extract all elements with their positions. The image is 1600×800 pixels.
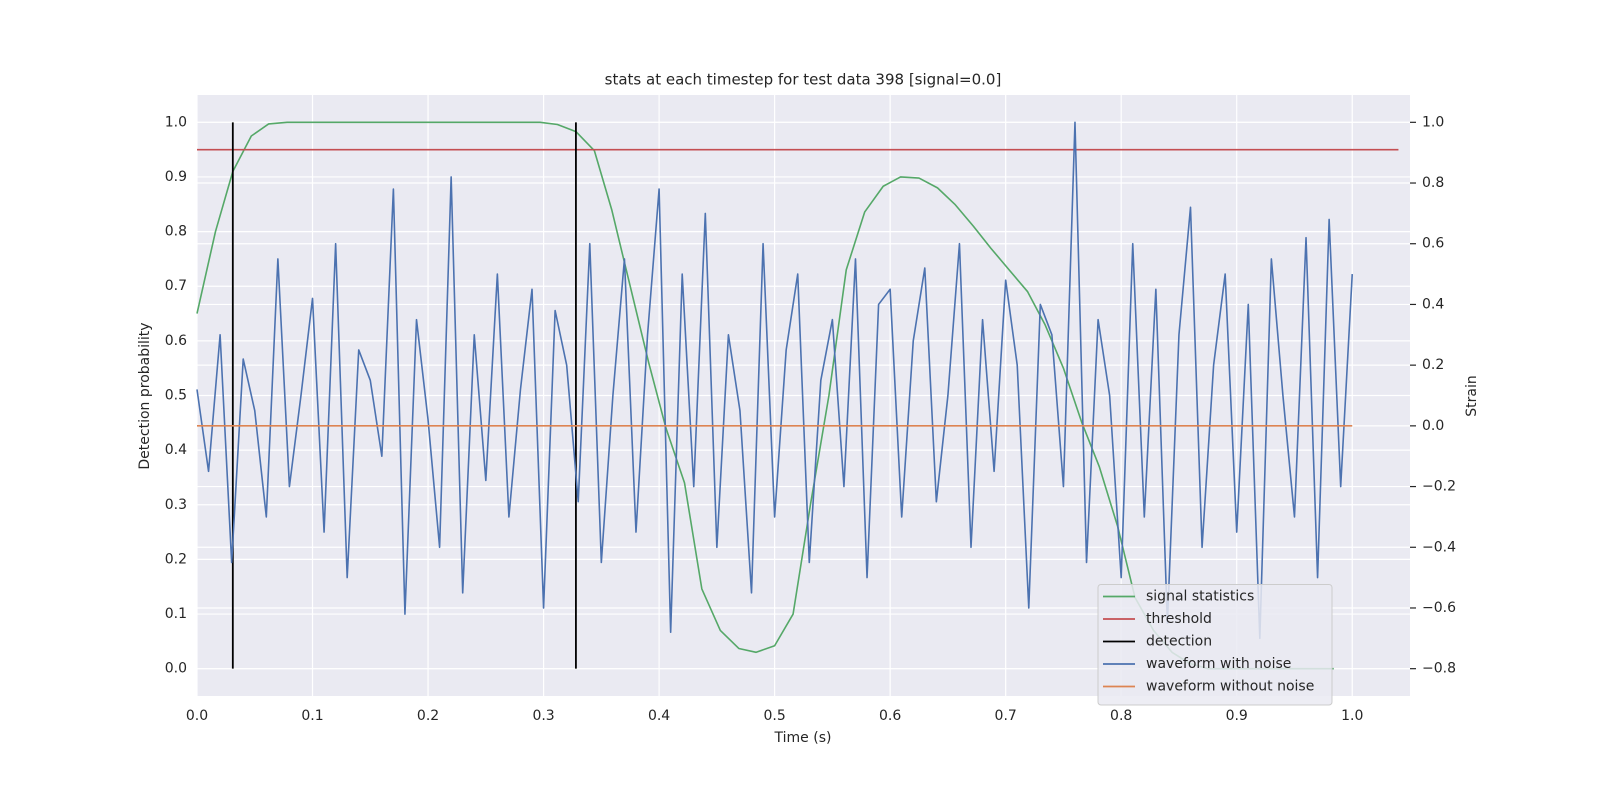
y-tick-label: 0.9 [165,169,187,185]
y2-tick-label: 0.8 [1422,175,1444,191]
x-tick-label: 0.1 [301,708,323,724]
y-tick-label: 0.4 [165,442,187,458]
x-tick-label: 0.0 [186,708,208,724]
x-tick-label: 0.5 [763,708,785,724]
labels: 0.0 0.1 0.2 0.3 0.4 0.5 0.6 0.7 0.8 0.9 1.0 0.0 0.1 0… [165,114,1456,724]
y-axis-label: Detection probability [137,322,153,469]
y2-tick-label: −0.2 [1422,479,1456,495]
chart-title: stats at each timestep for test data 398… [605,71,1002,89]
y2-tick-label: −0.6 [1422,600,1456,616]
y-tick-label: 0.3 [165,497,187,513]
x-tick-label: 0.9 [1226,708,1248,724]
y-tick-label: 1.0 [165,114,187,130]
marks [196,121,1399,670]
legend-label: waveform without noise [1146,679,1314,695]
legend-label: waveform with noise [1146,656,1291,672]
x-tick-label: 0.2 [417,708,439,724]
y2-tick-label: −0.4 [1422,539,1456,555]
x-tick-label: 0.6 [879,708,901,724]
y-tick-label: 0.8 [165,224,187,240]
y2-tick-label: 1.0 [1422,114,1444,130]
legend-label: detection [1146,634,1212,650]
y2-tick-label: 0.0 [1422,418,1444,434]
y-tick-label: 0.5 [165,388,187,404]
x-tick-label: 0.3 [532,708,554,724]
legend-label: threshold [1146,611,1212,627]
y2-tick-label: −0.8 [1422,661,1456,677]
y-tick-label: 0.0 [165,661,187,677]
legend-box [1097,584,1333,706]
series-line [196,121,1334,670]
x-tick-label: 0.4 [648,708,670,724]
y2-axis-label: Strain [1464,375,1480,416]
series-line [196,121,1354,640]
x-tick-label: 1.0 [1341,708,1363,724]
x-tick-label: 0.7 [995,708,1017,724]
x-axis-label: Time (s) [774,730,832,746]
y-tick-label: 0.7 [165,278,187,294]
y2-tick-label: 0.2 [1422,357,1444,373]
y-tick-label: 0.6 [165,333,187,349]
y2-tick-label: 0.6 [1422,236,1444,252]
x-tick-label: 0.8 [1110,708,1132,724]
legend: signal statistics threshold detection wavef… [1097,584,1333,706]
y2-tick-label: 0.4 [1422,296,1444,312]
grid [196,95,1410,696]
legend-label: signal statistics [1146,589,1254,605]
y-tick-label: 0.1 [165,606,187,622]
y-tick-label: 0.2 [165,551,187,567]
